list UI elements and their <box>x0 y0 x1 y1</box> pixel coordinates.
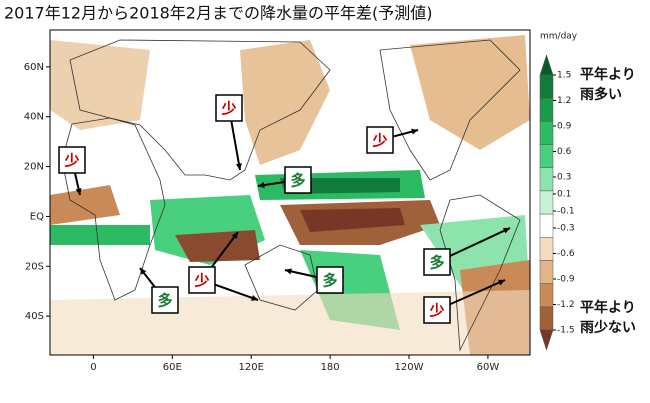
legend-text: 平年より <box>580 299 636 316</box>
colorbar-label: 0.9 <box>557 122 572 132</box>
arrow-head <box>235 163 242 170</box>
x-tick-label: 60E <box>163 362 182 373</box>
y-tick-label: 40N <box>24 112 44 123</box>
colorbar-swatch <box>539 144 554 168</box>
x-tick-label: 180 <box>321 362 340 373</box>
y-tick-label: EQ <box>30 211 44 222</box>
colorbar-label: -0.9 <box>557 275 575 285</box>
unit: mm/day <box>540 32 578 42</box>
colorbar-cap <box>539 54 554 76</box>
x-tick-label: 60W <box>477 362 500 373</box>
colorbar-cap <box>539 329 554 351</box>
dry-area <box>175 230 260 262</box>
arrow-head <box>285 268 292 275</box>
annotation-box <box>215 94 243 122</box>
annotation-label: 多 <box>157 292 172 310</box>
colorbar-swatch <box>539 97 554 122</box>
colorbar-swatch <box>539 260 554 284</box>
x-tick-label: 120E <box>239 362 264 373</box>
annotation-label: 少 <box>63 152 79 170</box>
colorbar-label: -1.2 <box>557 300 575 310</box>
colorbar-swatch <box>539 167 554 192</box>
dry-area <box>410 35 530 150</box>
annotation-box <box>151 286 179 314</box>
colorbar-label: -0.3 <box>557 224 575 234</box>
colorbar-swatch <box>539 213 554 238</box>
annotation-label: 少 <box>220 100 236 118</box>
arrow-head <box>251 295 258 301</box>
colorbar-label: -0.6 <box>557 249 575 259</box>
coastlines <box>61 39 521 352</box>
colorbar-label: 1.5 <box>557 71 571 81</box>
colorbar-swatch <box>539 190 554 215</box>
y-tick-label: 20N <box>24 162 44 173</box>
colorbar-label: -0.1 <box>557 207 575 217</box>
legend-text: 雨多い <box>580 86 622 103</box>
arrow-head <box>498 279 505 286</box>
colorbar-swatch <box>539 306 554 331</box>
colorbar-swatch <box>539 237 554 261</box>
colorbar-label: 0.1 <box>557 190 571 200</box>
chart-title: 2017年12月から2018年2月までの降水量の平年差(予測値) <box>4 4 432 23</box>
annotation-label: 多 <box>322 272 337 290</box>
annotation-label: 多 <box>429 254 444 272</box>
colorbar-label: 1.2 <box>557 96 571 106</box>
annotation-label: 多 <box>290 172 305 190</box>
arrow-head <box>503 227 510 234</box>
arrow-head <box>258 182 265 189</box>
colorbar-label: 0.6 <box>557 147 572 157</box>
annotation-box <box>188 266 216 294</box>
y-tick-label: 60N <box>24 62 44 73</box>
annotation-box <box>423 248 451 276</box>
south-america <box>439 194 521 352</box>
dry-area <box>50 185 120 225</box>
dry-area <box>50 40 150 130</box>
colorbar-swatch <box>539 74 554 99</box>
wet-area <box>50 225 150 245</box>
arrow-head <box>231 232 238 239</box>
arrow-head <box>411 128 418 135</box>
annotation-box <box>58 146 86 174</box>
legend-text: 雨少ない <box>580 319 636 336</box>
y-tick-label: 20S <box>25 261 44 272</box>
legend-text: 平年より <box>580 66 636 83</box>
dry-area <box>300 208 405 232</box>
annotation-box <box>284 166 312 194</box>
y-tick-label: 40S <box>25 311 44 322</box>
x-tick-label: 120W <box>395 362 424 373</box>
north-america <box>379 39 521 181</box>
colorbar-label: 0.3 <box>557 173 571 183</box>
africa <box>61 117 166 301</box>
dry-area <box>240 40 330 165</box>
annotation-label: 少 <box>193 272 209 290</box>
eurasia <box>69 39 331 181</box>
annotation-box <box>423 296 451 324</box>
colorbar-swatch <box>539 121 554 145</box>
annotation-label: 少 <box>428 302 444 320</box>
annotation-label: 少 <box>371 132 387 150</box>
x-tick-label: 0 <box>90 362 96 373</box>
colorbar-swatch <box>539 283 554 308</box>
arrow-head <box>140 268 147 275</box>
annotation-box <box>366 126 394 154</box>
colorbar-label: -1.5 <box>557 326 575 336</box>
annotation-box <box>316 266 344 294</box>
arrow-head <box>75 188 82 195</box>
map-frame <box>49 29 531 356</box>
